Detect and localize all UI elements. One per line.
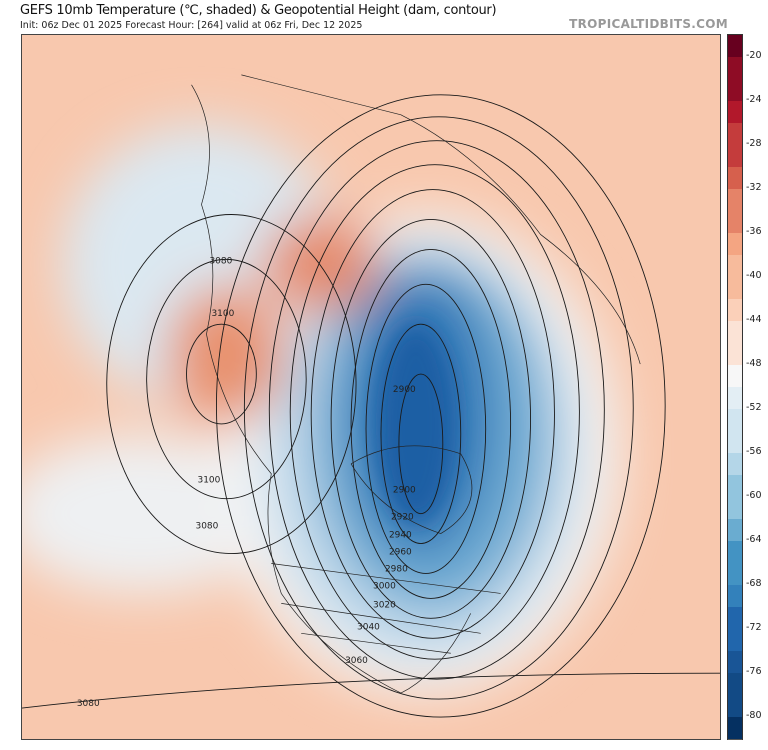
colorbar-tick-label: -76 [746,666,762,677]
contour-label: 3080 [77,699,100,709]
colorbar-segment [728,343,742,366]
colorbar-tick-label: -56 [746,446,762,457]
colorbar-tick-label: -64 [746,534,762,545]
contour-label: 3100 [211,309,234,319]
colorbar-segment [728,629,742,652]
colorbar-tick-label: -24 [746,94,762,105]
colorbar-segment [728,475,742,498]
contour-label: 2960 [389,548,412,558]
colorbar-tick-label: -52 [746,402,762,413]
contour-label: 2900 [393,385,416,395]
contour-label-group: 3080 3100 3100 3080 3080 2900 2900 2920 … [77,256,416,709]
colorbar-segment [728,79,742,102]
colorbar-segment [728,497,742,520]
colorbar-segment [728,35,742,58]
colorbar-tick-label: -44 [746,314,762,325]
colorbar-segment [728,233,742,256]
map-title: GEFS 10mb Temperature (℃, shaded) & Geop… [20,3,497,18]
colorbar-tick-label: -60 [746,490,762,501]
colorbar-segment [728,255,742,278]
contour-label: 3060 [345,656,368,666]
colorbar-segment [728,57,742,80]
contour-label: 3080 [209,256,232,266]
contour-label: 3100 [197,476,220,486]
contour-label: 3080 [196,522,219,532]
colorbar-segment [728,673,742,696]
colorbar-segment [728,145,742,168]
colorbar-tick-label: -72 [746,622,762,633]
colorbar-segment [728,453,742,476]
colorbar-segment [728,299,742,322]
colorbar [727,34,743,740]
contour-label: 2940 [389,531,412,541]
colorbar-tick-label: -32 [746,182,762,193]
colorbar-tick-label: -80 [746,710,762,721]
contour-label: 2900 [393,486,416,496]
colorbar-segment [728,277,742,300]
colorbar-segment [728,519,742,542]
colorbar-segment [728,431,742,454]
colorbar-tick-label: -20 [746,50,762,61]
map-subtitle: Init: 06z Dec 01 2025 Forecast Hour: [26… [20,20,363,31]
contour-label: 2980 [385,564,408,574]
colorbar-segment [728,189,742,212]
brand-watermark: TROPICALTIDBITS.COM [569,17,728,31]
colorbar-segment [728,651,742,674]
colorbar-segment [728,563,742,586]
colorbar-segment [728,585,742,608]
colorbar-segment [728,607,742,630]
coastlines [191,74,641,694]
height-contours [22,94,720,718]
colorbar-tick-label: -36 [746,226,762,237]
contour-label: 3040 [357,622,380,632]
colorbar-tick-label: -48 [746,358,762,369]
colorbar-segment [728,101,742,124]
contour-label: 2920 [391,513,414,523]
colorbar-segment [728,365,742,388]
contour-label: 3020 [373,600,396,610]
colorbar-segment [728,695,742,718]
colorbar-segment [728,409,742,432]
colorbar-segment [728,321,742,344]
contour-label: 3000 [373,581,396,591]
colorbar-segment [728,541,742,564]
colorbar-tick-label: -40 [746,270,762,281]
colorbar-segment [728,167,742,190]
temperature-height-map: 3080 3100 3100 3080 3080 2900 2900 2920 … [21,34,721,740]
colorbar-segment [728,387,742,410]
colorbar-segment [728,123,742,146]
colorbar-tick-label: -28 [746,138,762,149]
colorbar-segment [728,211,742,234]
colorbar-tick-label: -68 [746,578,762,589]
colorbar-segment [728,717,742,740]
